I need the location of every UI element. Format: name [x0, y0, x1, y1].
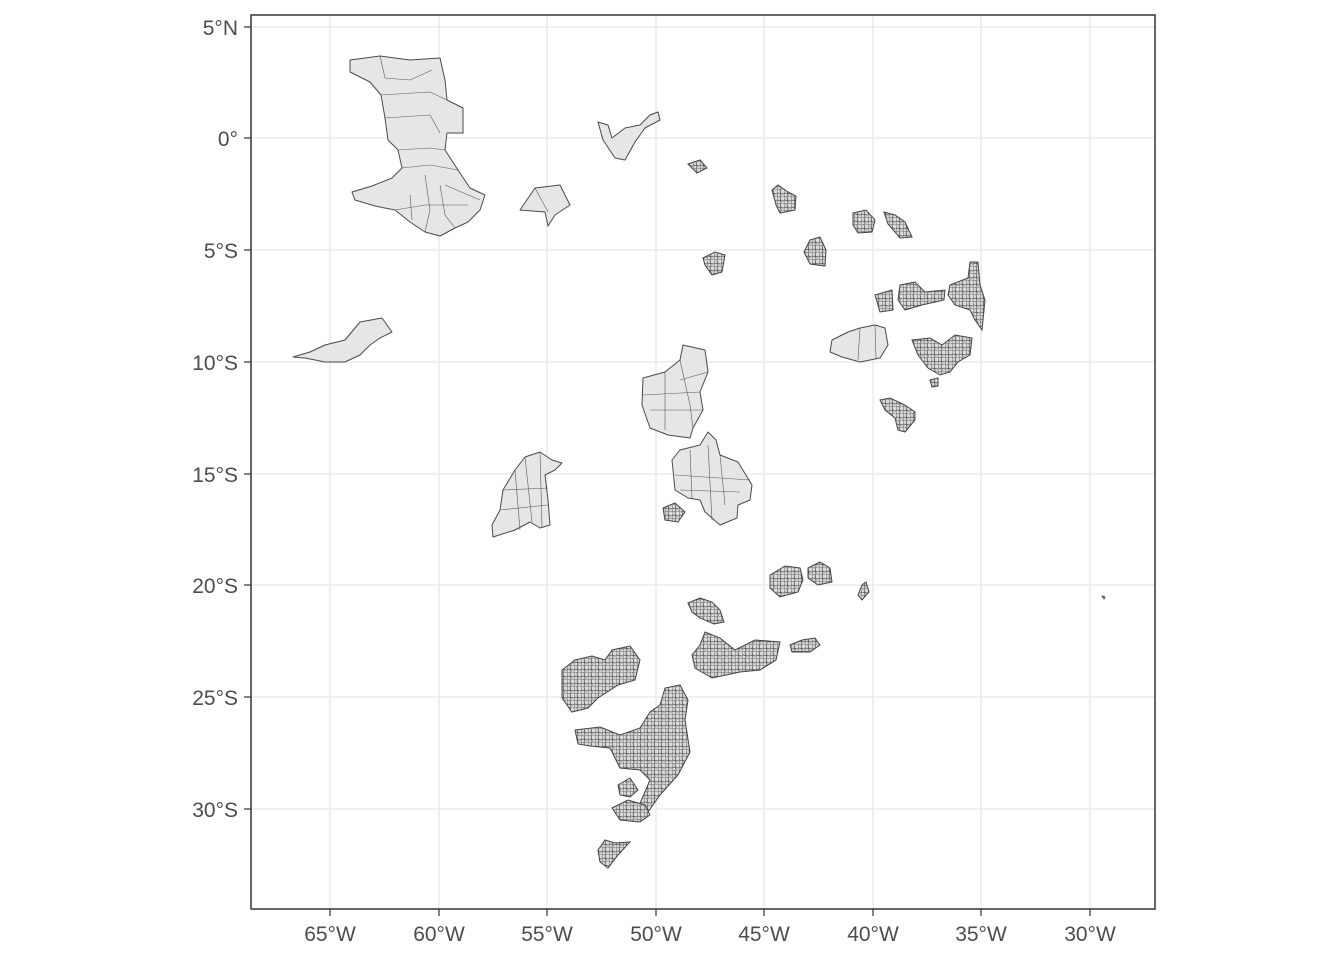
lon-tick-label: 65°W	[304, 923, 356, 946]
y-axis-labels: 5°N 0° 5°S 10°S 15°S 20°S 25°S 30°S	[192, 17, 238, 822]
region-amapa	[597, 111, 661, 161]
lon-tick-label: 60°W	[413, 923, 465, 946]
region-piaui	[803, 236, 827, 267]
lat-tick-label: 5°N	[203, 17, 238, 40]
lat-tick-label: 5°S	[204, 240, 238, 263]
lon-tick-label: 50°W	[630, 923, 682, 946]
lon-tick-label: 45°W	[738, 923, 790, 946]
region-ceara-north-a	[852, 209, 876, 234]
region-tocantins-borders	[642, 359, 709, 430]
region-goias-small	[662, 502, 686, 523]
lon-tick-label: 30°W	[1064, 923, 1116, 946]
lon-tick-label: 40°W	[847, 923, 899, 946]
region-sp-north	[687, 597, 725, 625]
lat-tick-label: 10°S	[192, 352, 238, 375]
region-parana	[561, 645, 641, 713]
map-regions	[292, 55, 1106, 869]
lon-tick-label: 55°W	[521, 923, 573, 946]
lat-tick-label: 0°	[218, 128, 238, 151]
region-bahia-south	[879, 397, 916, 433]
region-rj	[789, 637, 821, 653]
region-tapajos-borders	[534, 187, 549, 213]
region-pernambuco-coast	[947, 261, 986, 332]
region-northwest	[349, 55, 486, 237]
region-sergipe	[911, 334, 973, 376]
lat-tick-label: 30°S	[192, 799, 238, 822]
region-mato-grosso-borders	[499, 451, 549, 531]
region-bahia-north-borders	[857, 324, 877, 361]
region-goias-borders	[674, 444, 751, 521]
region-maranhao-north	[771, 184, 797, 214]
panel-border	[250, 14, 1156, 910]
region-tapajos	[519, 184, 571, 227]
region-acre	[292, 317, 393, 363]
region-paraiba-a	[874, 289, 894, 313]
lon-tick-label: 35°W	[955, 923, 1007, 946]
region-sp-central	[691, 631, 781, 679]
region-es-a	[769, 565, 804, 598]
region-es-coast	[857, 581, 870, 601]
region-northwest-borders	[379, 55, 481, 233]
region-fernando-de-noronha	[1101, 595, 1106, 600]
region-paraiba-b	[897, 281, 946, 311]
lat-tick-label: 25°S	[192, 687, 238, 710]
axis-ticks	[244, 26, 1091, 916]
region-es-b	[807, 561, 833, 586]
region-maranhao-central	[702, 251, 726, 276]
region-santa-catarina	[574, 684, 691, 813]
region-small-ba	[929, 377, 939, 388]
region-mato-grosso	[491, 451, 563, 538]
region-goias	[671, 431, 753, 526]
region-ceara-north-b	[883, 211, 913, 239]
x-axis-labels: 65°W 60°W 55°W 50°W 45°W 40°W 35°W 30°W	[304, 923, 1116, 946]
region-rs-b	[611, 799, 651, 823]
region-rs-a	[617, 777, 639, 798]
lat-tick-label: 20°S	[192, 575, 238, 598]
lat-tick-label: 15°S	[192, 464, 238, 487]
region-marajo	[687, 159, 708, 174]
region-rs-south	[597, 839, 632, 869]
